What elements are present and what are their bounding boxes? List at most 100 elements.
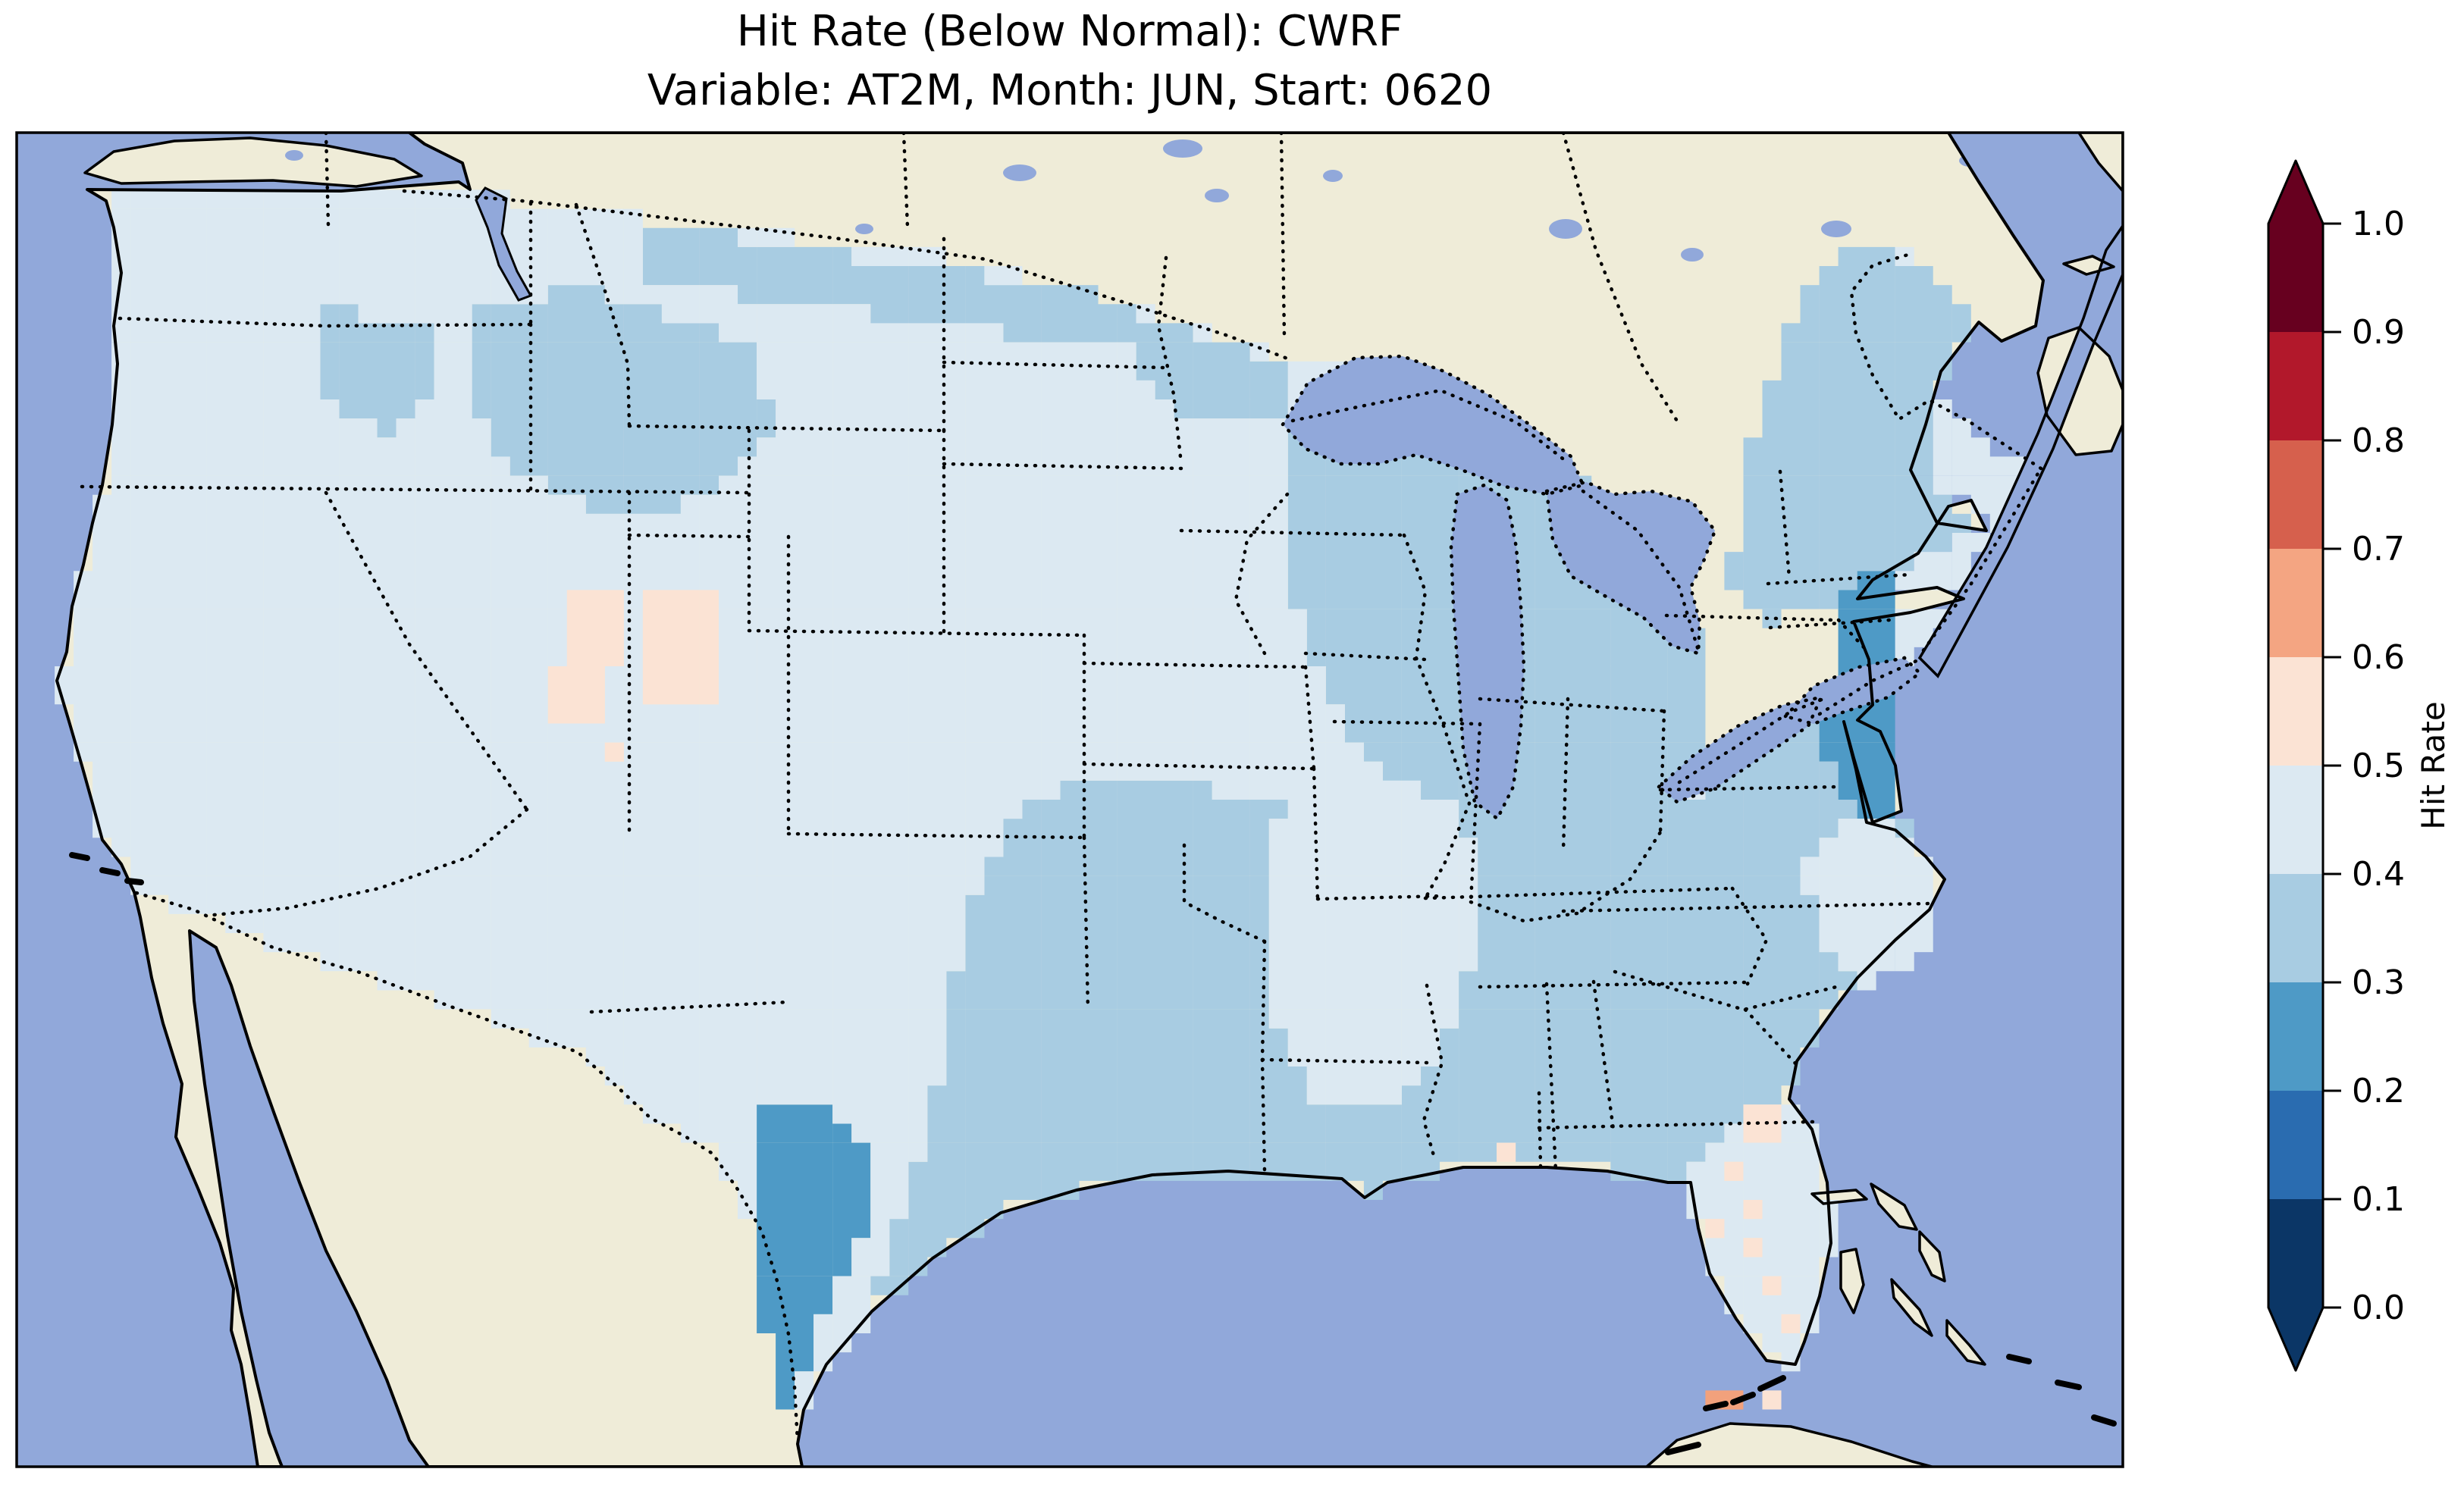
- border-dashed-11: [80, 484, 749, 495]
- colorbar-segment-7: [2268, 440, 2323, 549]
- small-lake-9: [285, 150, 303, 161]
- border-dashed-41: [1422, 983, 1444, 1160]
- andros-coastline: [1839, 1248, 1865, 1314]
- border-dashed-59: [1743, 1007, 1799, 1067]
- puget-sound: [475, 186, 533, 302]
- colorbar-segment-0: [2268, 1199, 2323, 1308]
- small-lake-4: [1549, 219, 1582, 239]
- border-dashed-3: [1677, 697, 1826, 785]
- small-lake-1: [1163, 139, 1202, 158]
- border-dashed-63: [1766, 572, 1913, 586]
- hit-rate-cells-0.4-0.5: [55, 189, 2028, 1410]
- border-dashed-29: [942, 360, 1166, 370]
- eleuthera: [1920, 1232, 1945, 1281]
- grand-bahama-coastline: [1810, 1189, 1868, 1205]
- border-dashed-43: [1591, 979, 1616, 1132]
- nova-scotia-coastline: [2036, 326, 2123, 456]
- colorbar-segment-4: [2268, 766, 2323, 874]
- border-dashed-38: [1182, 843, 1267, 944]
- border-dashed-53: [1469, 830, 1663, 923]
- border-dashed-36: [1315, 894, 1447, 901]
- colorbar-tick-label-0.4: 0.4: [2352, 855, 2405, 894]
- border-dashed-27: [1082, 661, 1308, 669]
- colorbar-segment-3: [2268, 874, 2323, 982]
- border-dashed-67: [901, 133, 910, 230]
- border-dashed-66: [324, 133, 331, 228]
- border-dashed-22: [786, 832, 1086, 840]
- colorbar-tick-label-0.3: 0.3: [2352, 963, 2405, 1002]
- border-dashed-37: [1260, 1057, 1429, 1065]
- lake-erie: [1659, 697, 1821, 802]
- border-dashed-55: [1478, 980, 1748, 989]
- cuba: [1647, 1424, 1932, 1467]
- colorbar-tick-label-0.1: 0.1: [2352, 1180, 2405, 1219]
- border-dashed-5: [1921, 466, 2043, 653]
- border-dashed-54: [1423, 886, 1735, 900]
- colorbar-segment-8: [2268, 332, 2323, 440]
- border-dashed-26: [1082, 762, 1316, 771]
- border-dashed-50: [1658, 709, 1666, 835]
- map-frame: [15, 131, 2124, 1468]
- border-dashed-56: [1730, 886, 1769, 986]
- small-lake-6: [1821, 221, 1851, 237]
- border-dashed-42: [1544, 982, 1558, 1173]
- exuma: [1892, 1279, 1932, 1336]
- border-dashed-49: [1478, 697, 1666, 713]
- islet-dash-2: [1703, 1401, 1729, 1411]
- hit-rate-cells-0.5-0.6: [547, 590, 1801, 1410]
- border-dashed-60: [1537, 1120, 1816, 1130]
- border-dashed-16: [627, 424, 946, 433]
- small-lake-3: [1323, 170, 1343, 182]
- border-dashed-28: [942, 462, 1185, 471]
- border-dashed-35: [1312, 766, 1320, 903]
- exuma-coastline: [1890, 1278, 1933, 1337]
- islet-dash-6: [2006, 1354, 2032, 1364]
- colorbar-segment-6: [2268, 549, 2323, 657]
- border-dashed-34: [1303, 665, 1316, 771]
- eleuthera-coastline: [1918, 1230, 1946, 1283]
- border-dashed-61: [1537, 1091, 1543, 1170]
- border-dashed-25: [1082, 835, 1090, 1012]
- border-dashed-33: [1303, 651, 1428, 662]
- lake-superior: [1283, 356, 1583, 494]
- small-lake-8: [855, 224, 873, 234]
- lake-huron: [1547, 482, 1715, 653]
- small-lake-0: [1003, 164, 1036, 181]
- border-dashed-48: [1561, 697, 1570, 853]
- border-dashed-1: [1290, 388, 1568, 463]
- border-dashed-51: [1664, 613, 1837, 622]
- colorbar-tick-label-0.5: 0.5: [2352, 747, 2405, 785]
- border-dashed-7: [134, 891, 800, 1444]
- border-dashed-45: [1332, 719, 1481, 726]
- colorbar: [2267, 159, 2324, 1372]
- colorbar-segment-9: [2268, 224, 2323, 332]
- islet-dash-4: [99, 867, 121, 876]
- vancouver-island: [85, 138, 422, 186]
- border-dashed-0: [402, 189, 1290, 361]
- islet-dash-7: [2055, 1380, 2082, 1390]
- colorbar-tick-label-0.8: 0.8: [2352, 421, 2405, 460]
- small-lake-5: [1681, 248, 1704, 262]
- lake-erie-outline: [1656, 694, 1824, 804]
- abaco-coastline: [1870, 1182, 1918, 1231]
- lake-huron-outline: [1544, 480, 1717, 656]
- border-dashed-19: [747, 628, 1086, 637]
- border-dashed-47: [1402, 533, 1472, 900]
- colorbar-tick-label-0.6: 0.6: [2352, 638, 2405, 677]
- islet-dash-8: [2091, 1414, 2117, 1427]
- border-dashed-4: [1817, 657, 1922, 716]
- prince-edward-island-coastline: [2062, 255, 2115, 276]
- lake-ontario: [1785, 658, 1920, 724]
- colorbar-tick-label-0.0: 0.0: [2352, 1289, 2405, 1327]
- long-island-bahamas-coastline: [1945, 1319, 1986, 1366]
- border-dashed-39: [1260, 939, 1267, 1062]
- islet-dash-9: [1665, 1442, 1701, 1455]
- colorbar-axis-label: Hit Rate: [2415, 701, 2452, 829]
- colorbar-segment-5: [2268, 657, 2323, 766]
- border-dashed-57: [1561, 901, 1932, 913]
- islet-dash-1: [1730, 1392, 1756, 1405]
- border-dashed-65: [1836, 618, 1869, 653]
- border-dashed-24: [589, 1000, 791, 1014]
- border-dashed-40: [1260, 1057, 1267, 1173]
